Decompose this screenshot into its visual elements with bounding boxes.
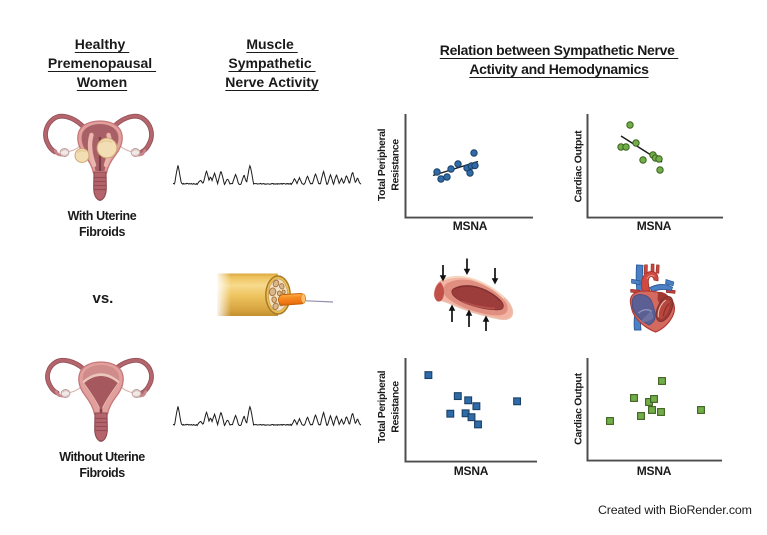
svg-text:MSNA: MSNA — [453, 219, 488, 233]
svg-text:Cardiac Output: Cardiac Output — [573, 130, 585, 202]
svg-text:MSNA: MSNA — [637, 464, 672, 478]
svg-text:MSNA: MSNA — [637, 219, 672, 233]
svg-text:Cardiac Output: Cardiac Output — [573, 372, 585, 444]
svg-text:MSNA: MSNA — [454, 464, 489, 478]
